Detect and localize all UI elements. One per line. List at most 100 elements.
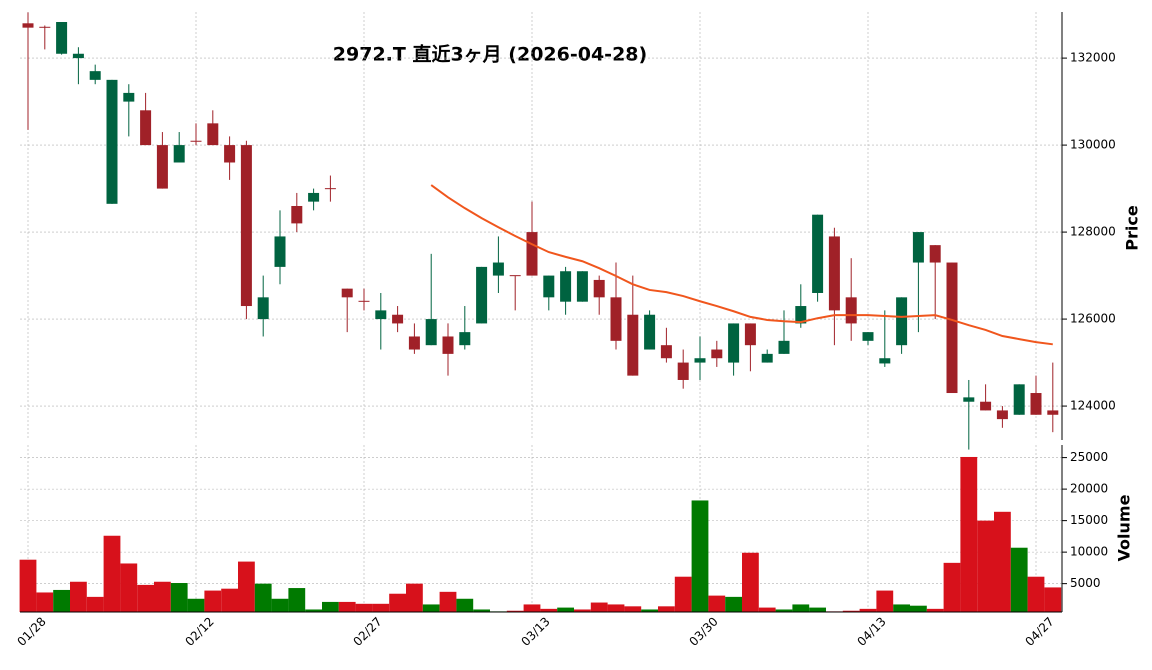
volume-bar bbox=[977, 520, 994, 612]
candle-body bbox=[408, 336, 420, 350]
volume-bar bbox=[775, 609, 793, 612]
volume-bar bbox=[557, 607, 574, 612]
x-tick-label: 03/13 bbox=[518, 614, 552, 648]
volume-bar bbox=[943, 562, 961, 612]
y-tick-label: 130000 bbox=[1070, 138, 1116, 152]
volume-bar bbox=[238, 561, 255, 612]
candle-body bbox=[476, 266, 488, 324]
volume-bar bbox=[708, 595, 726, 612]
volume-bar bbox=[540, 608, 558, 612]
candle-body bbox=[240, 145, 252, 307]
volume-bar bbox=[624, 606, 642, 612]
volume-bar bbox=[254, 583, 272, 612]
volume-bar bbox=[809, 607, 826, 612]
volume-bar bbox=[910, 605, 927, 612]
candle-body bbox=[862, 332, 874, 341]
candle-body bbox=[660, 345, 672, 359]
candle-body bbox=[996, 410, 1008, 420]
volume-bar bbox=[792, 604, 810, 612]
candle-body bbox=[593, 279, 605, 298]
x-tick-label: 03/30 bbox=[686, 614, 720, 648]
volume-bar bbox=[288, 588, 306, 612]
y-tick-label: 20000 bbox=[1070, 482, 1108, 496]
candle-body bbox=[509, 275, 521, 277]
candle-body bbox=[308, 192, 320, 202]
candle-body bbox=[929, 245, 941, 263]
volume-bar bbox=[19, 559, 37, 612]
volume-bar bbox=[322, 601, 339, 612]
volume-bar bbox=[70, 581, 87, 612]
candle-body bbox=[1047, 410, 1059, 415]
volume-bar bbox=[893, 604, 910, 612]
candle-body bbox=[207, 123, 219, 146]
x-tick-label: 02/27 bbox=[350, 614, 384, 648]
candle-body bbox=[543, 275, 555, 298]
volume-bar bbox=[641, 609, 658, 612]
volume-bar bbox=[53, 589, 70, 612]
volume-bar bbox=[574, 609, 591, 612]
candle-body bbox=[106, 79, 118, 204]
candle-body bbox=[190, 140, 202, 142]
candle-body bbox=[526, 232, 538, 276]
candle-body bbox=[56, 22, 68, 54]
candle-body bbox=[392, 314, 404, 324]
volume-bar bbox=[506, 610, 524, 612]
chart-title: 2972.T 直近3ヶ月 (2026-04-28) bbox=[333, 43, 647, 66]
volume-bar bbox=[305, 609, 322, 612]
volume-bar bbox=[271, 598, 289, 612]
candle-body bbox=[1030, 393, 1042, 415]
y-tick-label: 10000 bbox=[1070, 545, 1108, 559]
y-tick-label: 25000 bbox=[1070, 450, 1108, 464]
volume-bar bbox=[473, 609, 490, 612]
volume-bar bbox=[725, 596, 742, 612]
candle-body bbox=[224, 145, 236, 163]
volume-bar bbox=[758, 607, 776, 612]
candle-body bbox=[425, 319, 437, 346]
volume-axis-label: Volume bbox=[1115, 494, 1134, 561]
volume-bar bbox=[103, 535, 121, 612]
candle-body bbox=[576, 271, 588, 302]
candle-body bbox=[274, 236, 286, 267]
volume-bar bbox=[204, 590, 222, 612]
y-tick-label: 128000 bbox=[1070, 225, 1116, 239]
volume-bar bbox=[170, 583, 188, 612]
y-tick-label: 126000 bbox=[1070, 312, 1116, 326]
candle-body bbox=[677, 362, 689, 380]
volume-bar bbox=[221, 588, 238, 612]
y-tick-label: 132000 bbox=[1070, 51, 1116, 65]
candle-body bbox=[22, 23, 34, 28]
candle-body bbox=[1013, 384, 1025, 415]
volume-bar bbox=[422, 604, 440, 612]
price-axis-label: Price bbox=[1123, 205, 1142, 251]
volume-bar bbox=[120, 563, 138, 612]
y-tick-label: 124000 bbox=[1070, 399, 1116, 413]
y-tick-label: 5000 bbox=[1070, 576, 1101, 590]
candle-body bbox=[72, 53, 84, 59]
candle-body bbox=[173, 145, 185, 163]
candle-body bbox=[761, 353, 773, 363]
candle-body bbox=[627, 314, 639, 376]
y-tick-label: 15000 bbox=[1070, 513, 1108, 527]
candle-body bbox=[744, 323, 756, 346]
volume-bar bbox=[1044, 587, 1062, 612]
candle-body bbox=[123, 92, 135, 102]
volume-bar bbox=[355, 603, 373, 612]
volume-bar bbox=[36, 592, 54, 612]
volume-bar bbox=[859, 608, 877, 612]
candle-body bbox=[358, 300, 370, 302]
volume-bar bbox=[691, 500, 709, 612]
volume-bar bbox=[842, 610, 860, 612]
candle-body bbox=[492, 262, 504, 276]
volume-bar bbox=[406, 583, 423, 612]
candle-body bbox=[980, 401, 992, 411]
volume-bar bbox=[372, 603, 390, 612]
candle-body bbox=[845, 297, 857, 324]
candle-body bbox=[778, 340, 790, 354]
candle-body bbox=[963, 397, 975, 402]
x-tick-label: 04/13 bbox=[854, 614, 888, 648]
candle-body bbox=[459, 332, 471, 346]
volume-bar bbox=[674, 576, 692, 612]
volume-bar bbox=[926, 608, 944, 612]
volume-bar bbox=[590, 602, 608, 612]
